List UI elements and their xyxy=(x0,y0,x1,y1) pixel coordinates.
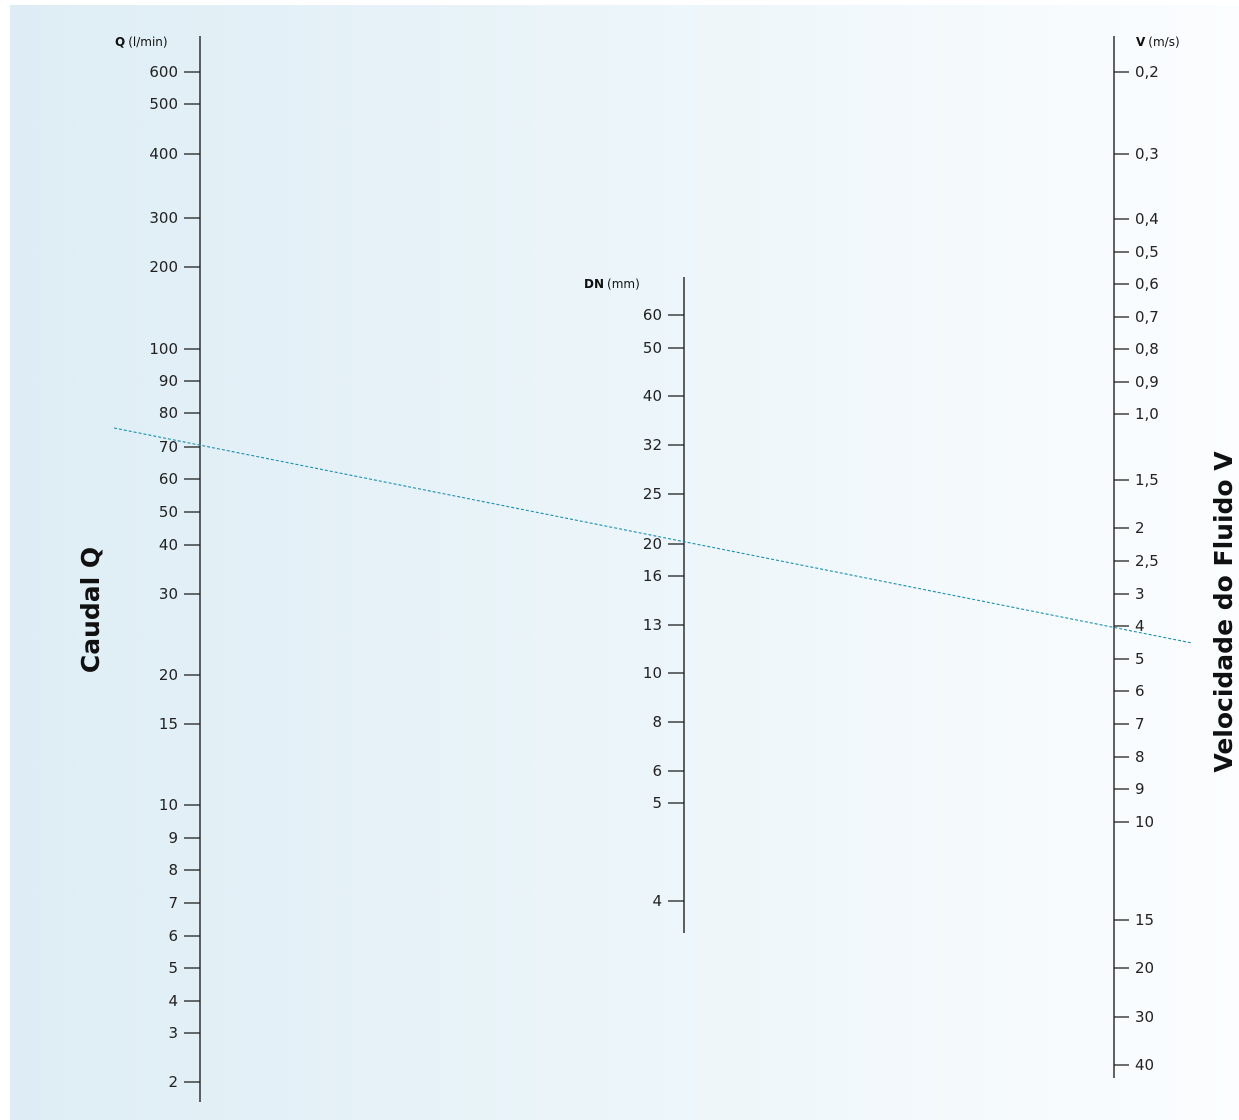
v-tick-label: 0,3 xyxy=(1135,145,1159,163)
v-tick-label: 8 xyxy=(1135,748,1145,766)
q-tick-label: 500 xyxy=(149,95,178,113)
q-tick-label: 8 xyxy=(168,861,178,879)
v-tick-label: 0,5 xyxy=(1135,243,1159,261)
q-big-label: Caudal Q xyxy=(76,547,105,673)
dn-tick-label: 4 xyxy=(652,892,662,910)
v-tick-label: 0,2 xyxy=(1135,63,1159,81)
v-tick-label: 40 xyxy=(1135,1056,1154,1074)
dn-tick-label: 40 xyxy=(643,387,662,405)
v-tick-label: 20 xyxy=(1135,959,1154,977)
v-tick-label: 6 xyxy=(1135,682,1145,700)
q-tick-label: 7 xyxy=(168,894,178,912)
dn-tick-label: 6 xyxy=(652,762,662,780)
dn-tick-label: 10 xyxy=(643,664,662,682)
dn-tick-label: 32 xyxy=(643,436,662,454)
q-tick-label: 200 xyxy=(149,258,178,276)
q-tick-label: 2 xyxy=(168,1073,178,1091)
v-tick-label: 10 xyxy=(1135,813,1154,831)
dn-axis-title: DN (mm) xyxy=(584,277,640,291)
dn-tick-label: 16 xyxy=(643,567,662,585)
dn-tick-label: 50 xyxy=(643,339,662,357)
q-tick-label: 70 xyxy=(159,438,178,456)
dn-tick-label: 20 xyxy=(643,535,662,553)
dn-tick-label: 60 xyxy=(643,306,662,324)
q-tick-label: 90 xyxy=(159,372,178,390)
dn-tick-label: 5 xyxy=(652,794,662,812)
v-axis-ticks: 0,2 0,3 0,4 0,5 0,6 0,7 0,8 0,9 1,0 1,5 2 2,5 3 4 5 6 7 8… xyxy=(1114,63,1159,1074)
q-tick-label: 9 xyxy=(168,829,178,847)
q-tick-label: 4 xyxy=(168,992,178,1010)
q-tick-label: 10 xyxy=(159,796,178,814)
q-tick-label: 20 xyxy=(159,666,178,684)
q-tick-label: 6 xyxy=(168,927,178,945)
v-big-label: Velocidade do Fluido V xyxy=(1209,451,1238,773)
q-axis-title: Q (l/min) xyxy=(115,35,168,49)
q-axis-ticks: 600 500 400 300 200 100 90 80 70 60 50 40 30 20 15 10 9 8… xyxy=(149,63,200,1091)
q-axis: Q (l/min) 600 500 400 300 200 100 90 80 70 60 50 40 3… xyxy=(115,35,201,1102)
v-tick-label: 0,4 xyxy=(1135,210,1159,228)
v-tick-label: 0,7 xyxy=(1135,308,1159,326)
v-tick-label: 30 xyxy=(1135,1008,1154,1026)
v-tick-label: 4 xyxy=(1135,617,1145,635)
q-tick-label: 60 xyxy=(159,470,178,488)
v-tick-label: 2,5 xyxy=(1135,552,1159,570)
nomogram-panel xyxy=(10,5,1239,1120)
q-tick-label: 50 xyxy=(159,503,178,521)
q-tick-label: 600 xyxy=(149,63,178,81)
v-tick-label: 15 xyxy=(1135,911,1154,929)
q-tick-label: 80 xyxy=(159,404,178,422)
q-tick-label: 100 xyxy=(149,340,178,358)
q-tick-label: 40 xyxy=(159,536,178,554)
q-tick-label: 30 xyxy=(159,585,178,603)
v-tick-label: 9 xyxy=(1135,780,1145,798)
v-tick-label: 0,9 xyxy=(1135,373,1159,391)
v-tick-label: 3 xyxy=(1135,585,1145,603)
v-tick-label: 2 xyxy=(1135,519,1145,537)
q-tick-label: 3 xyxy=(168,1024,178,1042)
dn-axis: DN (mm) 60 50 40 32 25 20 16 13 10 8 6 5 4 xyxy=(584,277,685,933)
dn-tick-label: 8 xyxy=(652,713,662,731)
v-tick-label: 5 xyxy=(1135,650,1145,668)
v-tick-label: 7 xyxy=(1135,715,1145,733)
q-tick-label: 300 xyxy=(149,209,178,227)
v-axis-title: V (m/s) xyxy=(1136,35,1180,49)
dn-axis-ticks: 60 50 40 32 25 20 16 13 10 8 6 5 4 xyxy=(643,306,684,910)
dn-tick-label: 13 xyxy=(643,616,662,634)
v-axis: V (m/s) 0,2 0,3 0,4 0,5 0,6 0,7 0,8 0,9 1,0 1,5 2 2,… xyxy=(1113,35,1180,1078)
v-tick-label: 0,6 xyxy=(1135,275,1159,293)
q-tick-label: 5 xyxy=(168,959,178,977)
q-tick-label: 400 xyxy=(149,145,178,163)
dn-tick-label: 25 xyxy=(643,485,662,503)
v-tick-label: 1,5 xyxy=(1135,471,1159,489)
v-tick-label: 1,0 xyxy=(1135,405,1159,423)
example-dashed-line xyxy=(113,427,1193,644)
q-tick-label: 15 xyxy=(159,715,178,733)
v-tick-label: 0,8 xyxy=(1135,340,1159,358)
